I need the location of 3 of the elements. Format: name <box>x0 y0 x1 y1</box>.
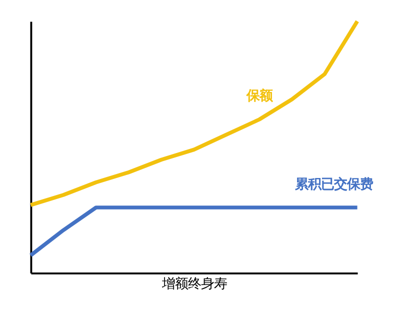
series-label: 保额 <box>245 88 274 104</box>
series-label: 累积已交保费 <box>294 176 374 192</box>
x-axis-title: 增额终身寿 <box>160 276 227 292</box>
